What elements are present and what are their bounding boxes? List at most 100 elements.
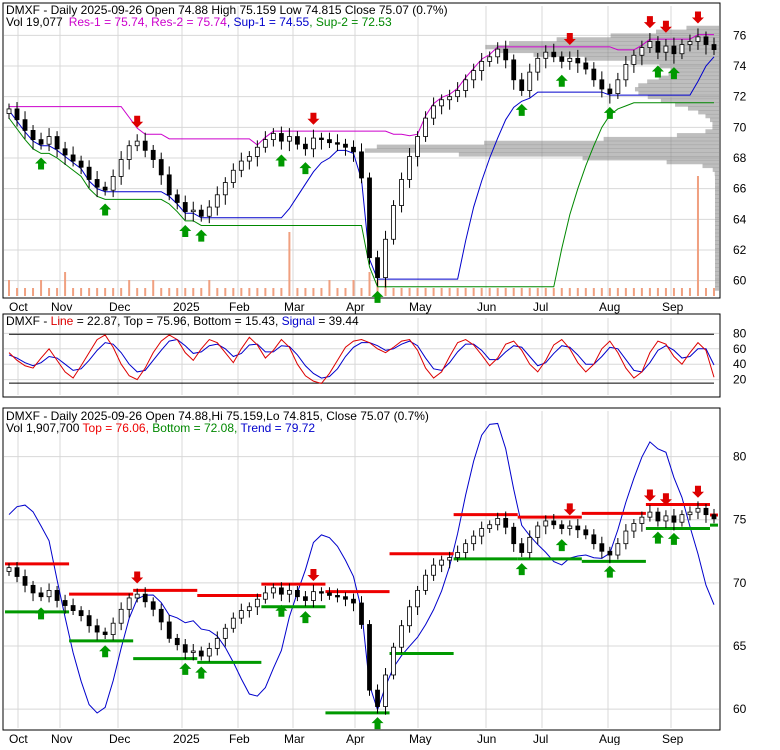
- trend-header-line1: DMXF - Daily 2025-09-26 Open 74.88,Hi 75…: [6, 409, 429, 423]
- volume-bar: [240, 288, 243, 296]
- candle-down: [54, 136, 60, 150]
- profile-bar: [715, 286, 719, 291]
- profile-bar: [715, 282, 719, 287]
- candle-down: [166, 174, 172, 196]
- candle-down: [351, 146, 356, 153]
- buy-arrow-marker: [99, 645, 112, 658]
- volume-bar: [160, 288, 163, 296]
- candle-up: [126, 145, 132, 160]
- price-y-axis: 60 62 64 66 68 70 72 74 76: [733, 28, 747, 287]
- profile-bar: [715, 213, 719, 218]
- candle-up: [415, 136, 420, 157]
- y-tick-label: 62: [733, 243, 747, 257]
- trend-trend-label: Trend = 79.72: [240, 421, 315, 435]
- candle-up: [615, 79, 621, 95]
- x-tick-label: Dec: [109, 300, 130, 314]
- profile-bar: [638, 90, 719, 96]
- candle-up: [639, 516, 645, 524]
- sell-arrow-marker: [307, 112, 320, 125]
- volume-bar: [336, 288, 339, 296]
- signal-markers: [35, 11, 704, 303]
- volume-bar: [48, 288, 51, 296]
- res2-label: Res-2 = 75.74: [151, 15, 227, 29]
- candle-up: [631, 54, 637, 65]
- profile-bar: [364, 148, 719, 153]
- volume-bar: [600, 288, 603, 296]
- profile-bar: [714, 171, 719, 176]
- volume-bar: [272, 288, 275, 296]
- candle-down: [94, 625, 100, 633]
- candle-down: [142, 140, 148, 151]
- volume-bar: [416, 288, 419, 296]
- candle-down: [158, 608, 164, 623]
- candle-down: [551, 520, 557, 526]
- volume-bar: [152, 280, 155, 296]
- x-tick-label: Nov: [51, 732, 72, 745]
- volume-bar: [664, 288, 667, 296]
- y-tick-label: 66: [733, 182, 747, 196]
- candle-down: [671, 515, 677, 523]
- candle-up: [134, 140, 140, 147]
- buy-arrow-marker: [555, 74, 568, 87]
- candle-up: [663, 515, 669, 522]
- candle-up: [206, 206, 212, 217]
- trend-markers: [35, 485, 704, 730]
- volume-bar: [112, 288, 115, 296]
- candle-up: [695, 507, 701, 513]
- candle-up: [527, 71, 533, 91]
- candle-up: [134, 593, 140, 599]
- buy-arrow-marker: [555, 539, 568, 552]
- y-tick-label: 80: [733, 450, 747, 464]
- signal-legend: Signal: [282, 314, 315, 328]
- candle-up: [230, 169, 236, 183]
- volume-bar: [120, 288, 123, 296]
- line-value: = 22.87,: [73, 314, 123, 328]
- x-tick-label: Nov: [51, 300, 72, 314]
- candle-up: [254, 146, 260, 157]
- candle-up: [479, 528, 485, 537]
- volume-bar: [328, 280, 331, 296]
- volume-bar: [288, 232, 291, 296]
- candle-up: [455, 90, 461, 98]
- candle-down: [671, 45, 677, 55]
- sell-arrow-marker: [307, 569, 320, 582]
- x-tick-label: Mar: [284, 732, 305, 745]
- volume-bar: [368, 272, 371, 296]
- volume-bar: [688, 288, 691, 296]
- x-tick-label: 2025: [173, 300, 200, 314]
- profile-bar: [556, 37, 719, 42]
- buy-arrow-marker: [35, 607, 48, 620]
- volume-bar: [456, 288, 459, 296]
- buy-arrow-marker: [179, 662, 192, 675]
- profile-bar: [715, 251, 719, 257]
- candle-down: [711, 514, 717, 520]
- profile-bar: [715, 205, 719, 211]
- buy-arrow-marker: [195, 666, 208, 679]
- volume-bar: [104, 288, 107, 296]
- candle-down: [519, 543, 525, 553]
- profile-bar: [715, 217, 719, 222]
- candle-down: [703, 36, 709, 45]
- candle-up: [423, 574, 428, 591]
- profile-bar: [715, 240, 719, 245]
- oscillator-signal-line: [8, 339, 715, 379]
- x-tick-label: May: [409, 300, 432, 314]
- candle-up: [487, 56, 493, 62]
- y-tick-label: 40: [733, 357, 747, 371]
- profile-bar: [715, 190, 719, 195]
- candle-up: [383, 238, 388, 278]
- volume-bar: [576, 288, 579, 296]
- profile-bar: [715, 221, 719, 226]
- buy-arrow-marker: [275, 604, 288, 617]
- candle-up: [631, 523, 637, 532]
- profile-bar: [715, 194, 719, 199]
- candle-up: [286, 136, 292, 142]
- candle-down: [198, 209, 204, 217]
- volume-bar: [528, 288, 531, 296]
- candle-up: [567, 57, 573, 62]
- volume-bar: [624, 288, 627, 296]
- candle-down: [575, 57, 581, 64]
- buy-arrow-marker: [299, 162, 312, 175]
- candle-up: [270, 133, 276, 140]
